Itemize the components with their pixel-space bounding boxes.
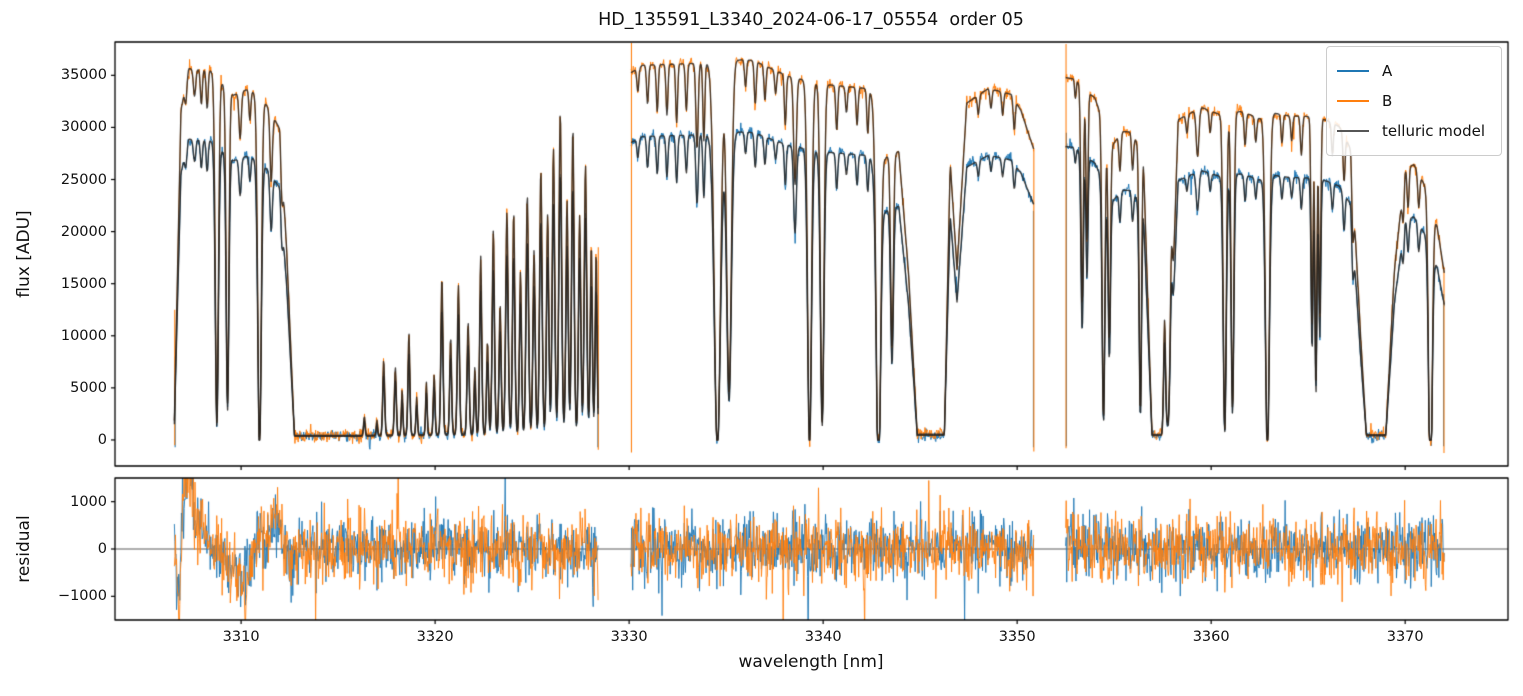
legend-line-A-icon [1337, 70, 1369, 72]
wavelength-axis-label: wavelength [nm] [738, 652, 884, 672]
flux-axis-label: flux [ADU] [14, 210, 34, 298]
legend-item-B: B [1337, 86, 1489, 116]
flux-tick-label-25000: 25000 [60, 171, 107, 188]
x-tick-label-3340: 3340 [804, 629, 842, 645]
flux-tick-label-0: 0 [97, 431, 107, 448]
legend-label: B [1382, 92, 1393, 110]
legend-label: A [1382, 62, 1393, 80]
residual-axis-label: residual [14, 515, 34, 583]
x-tick-label-3330: 3330 [610, 629, 648, 645]
legend-item-A: A [1337, 56, 1489, 86]
flux-tick-label-30000: 30000 [60, 119, 107, 136]
x-tick-label-3370: 3370 [1386, 629, 1424, 645]
residual-tick-label--1000: −1000 [57, 588, 107, 605]
residual-tick-label-1000: 1000 [70, 493, 107, 510]
legend-item-telluric-model: telluric model [1337, 116, 1489, 146]
flux-tick-label-20000: 20000 [60, 223, 107, 240]
x-tick-label-3320: 3320 [416, 629, 454, 645]
plot-title: HD_135591_L3340_2024-06-17_05554 order 0… [598, 10, 1024, 30]
legend-line-telluric-model-icon [1337, 130, 1369, 132]
x-tick-label-3310: 3310 [222, 629, 260, 645]
flux-tick-label-5000: 5000 [70, 379, 107, 396]
flux-tick-label-35000: 35000 [60, 67, 107, 84]
flux-tick-label-15000: 15000 [60, 275, 107, 292]
residual-tick-label-0: 0 [97, 541, 107, 557]
flux-tick-label-10000: 10000 [60, 327, 107, 344]
x-tick-label-3360: 3360 [1192, 629, 1230, 645]
x-tick-label-3350: 3350 [998, 629, 1036, 645]
legend-line-B-icon [1337, 100, 1369, 102]
legend-label: telluric model [1382, 122, 1486, 140]
